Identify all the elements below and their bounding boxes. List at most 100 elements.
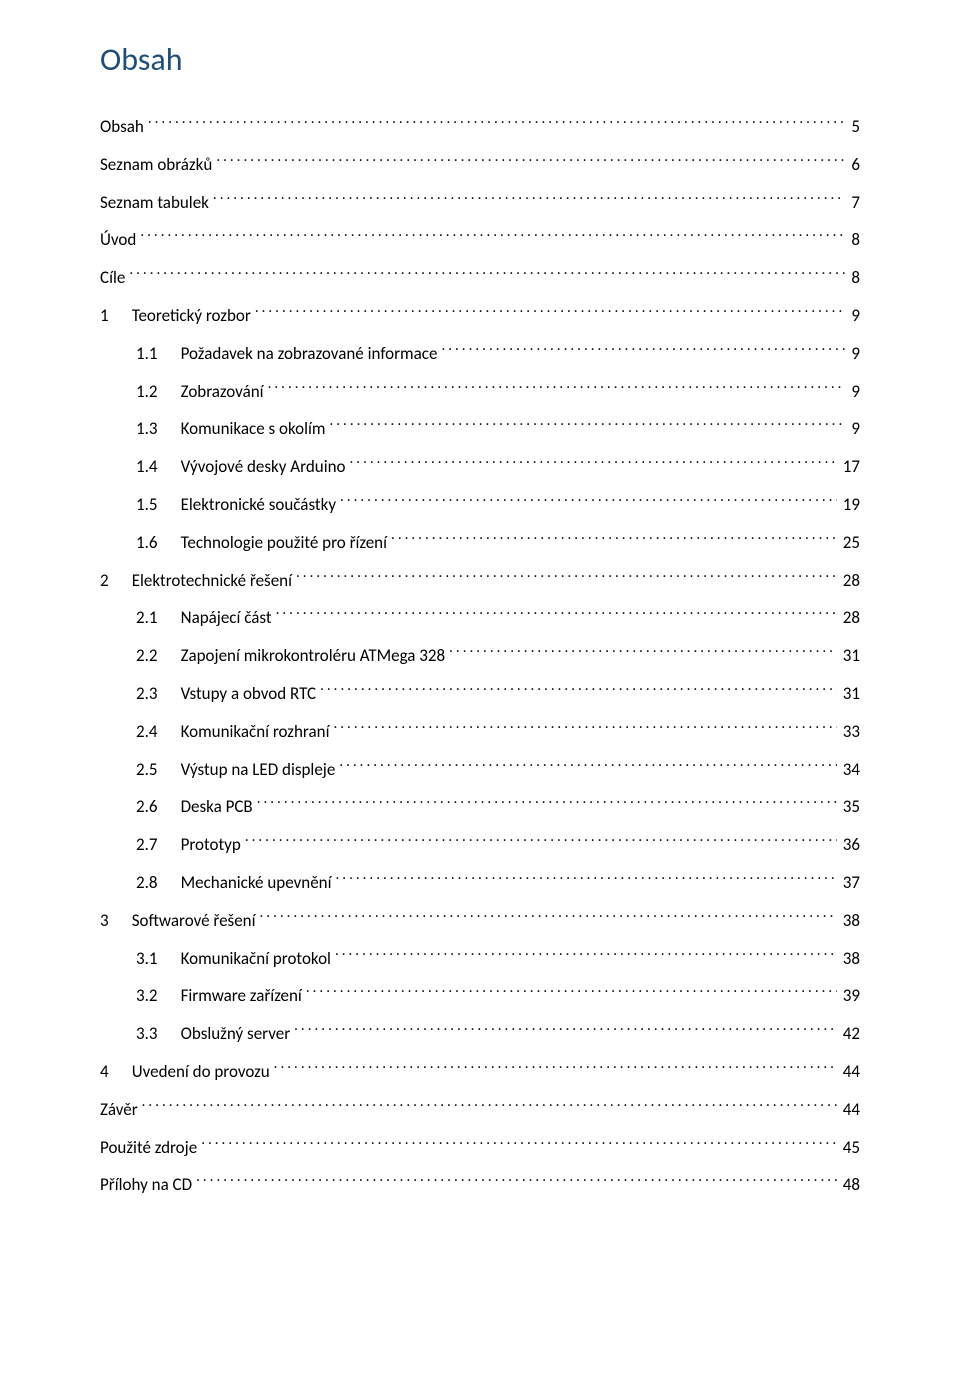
toc-label: Mechanické upevnění <box>181 871 332 895</box>
toc-page-number: 33 <box>841 720 860 744</box>
toc-row[interactable]: 4 Uvedení do provozu 44 <box>100 1060 860 1084</box>
toc-label: Obsah <box>100 115 144 139</box>
toc-leader <box>294 1022 837 1039</box>
toc-label: Deska PCB <box>181 795 253 819</box>
toc-leader <box>129 266 845 283</box>
toc-page-number: 9 <box>849 417 860 441</box>
toc-page-number: 6 <box>849 153 860 177</box>
toc-number: 2.7 <box>136 833 181 857</box>
toc-label: Firmware zařízení <box>181 984 302 1008</box>
toc-number: 2.8 <box>136 871 181 895</box>
toc-page-number: 35 <box>841 795 860 819</box>
toc-row[interactable]: 2.7 Prototyp 36 <box>100 833 860 857</box>
toc-row[interactable]: Použité zdroje 45 <box>100 1136 860 1160</box>
toc-row[interactable]: 1.1 Požadavek na zobrazované informace 9 <box>100 342 860 366</box>
toc-label: Vývojové desky Arduino <box>181 455 346 479</box>
toc-leader <box>142 1098 837 1115</box>
toc-number: 1 <box>100 304 132 328</box>
toc-number: 1.3 <box>136 417 181 441</box>
toc-row[interactable]: Seznam tabulek 7 <box>100 191 860 215</box>
page-title: Obsah <box>100 40 860 79</box>
toc-label: Závěr <box>100 1098 138 1122</box>
toc-leader <box>340 493 837 510</box>
toc-leader <box>296 569 837 586</box>
toc-leader <box>260 909 837 926</box>
toc-label: Elektrotechnické řešení <box>132 569 292 593</box>
toc-leader <box>449 644 837 661</box>
toc-row[interactable]: 3.3 Obslužný server 42 <box>100 1022 860 1046</box>
toc-page-number: 36 <box>841 833 860 857</box>
toc-leader <box>257 795 837 812</box>
toc-page-number: 28 <box>841 569 860 593</box>
toc-page-number: 7 <box>849 191 860 215</box>
toc-number: 2 <box>100 569 132 593</box>
toc-row[interactable]: Závěr 44 <box>100 1098 860 1122</box>
toc-row[interactable]: Seznam obrázků 6 <box>100 153 860 177</box>
toc-label: Napájecí část <box>181 606 272 630</box>
toc-row[interactable]: 1 Teoretický rozbor 9 <box>100 304 860 328</box>
toc-row[interactable]: Přílohy na CD 48 <box>100 1173 860 1197</box>
toc-row[interactable]: 2.1 Napájecí část 28 <box>100 606 860 630</box>
toc-label: Technologie použité pro řízení <box>181 531 387 555</box>
toc-row[interactable]: 1.3 Komunikace s okolím 9 <box>100 417 860 441</box>
toc-leader <box>336 871 837 888</box>
toc-row[interactable]: 3.1 Komunikační protokol 38 <box>100 947 860 971</box>
toc-row[interactable]: 1.5 Elektronické součástky 19 <box>100 493 860 517</box>
toc-page-number: 25 <box>841 531 860 555</box>
toc-page-number: 5 <box>849 115 860 139</box>
toc-leader <box>268 380 846 397</box>
table-of-contents: Obsah 5 Seznam obrázků 6 Seznam tabulek 7 Ú… <box>100 115 860 1197</box>
toc-label: Obslužný server <box>181 1022 291 1046</box>
toc-number: 1.1 <box>136 342 181 366</box>
toc-row[interactable]: Úvod 8 <box>100 228 860 252</box>
page: Obsah Obsah 5 Seznam obrázků 6 Seznam tabu… <box>0 0 960 1384</box>
toc-page-number: 19 <box>841 493 860 517</box>
toc-number: 2.4 <box>136 720 181 744</box>
toc-label: Teoretický rozbor <box>132 304 251 328</box>
toc-number: 2.6 <box>136 795 181 819</box>
toc-leader <box>335 947 837 964</box>
toc-row[interactable]: 2.4 Komunikační rozhraní 33 <box>100 720 860 744</box>
toc-label: Zapojení mikrokontroléru ATMega 328 <box>181 644 446 668</box>
toc-page-number: 39 <box>841 984 860 1008</box>
toc-label: Seznam tabulek <box>100 191 209 215</box>
toc-label: Uvedení do provozu <box>132 1060 270 1084</box>
toc-label: Výstup na LED displeje <box>181 758 336 782</box>
toc-page-number: 38 <box>841 909 860 933</box>
toc-label: Zobrazování <box>181 380 264 404</box>
toc-leader <box>320 682 837 699</box>
toc-label: Použité zdroje <box>100 1136 197 1160</box>
toc-leader <box>339 758 836 775</box>
toc-number: 2.2 <box>136 644 181 668</box>
toc-number: 1.4 <box>136 455 181 479</box>
toc-row[interactable]: Obsah 5 <box>100 115 860 139</box>
toc-row[interactable]: 2.5 Výstup na LED displeje 34 <box>100 758 860 782</box>
toc-row[interactable]: 2.6 Deska PCB 35 <box>100 795 860 819</box>
toc-number: 3 <box>100 909 132 933</box>
toc-label: Elektronické součástky <box>181 493 336 517</box>
toc-label: Softwarové řešení <box>132 909 256 933</box>
toc-page-number: 44 <box>841 1060 860 1084</box>
toc-page-number: 48 <box>841 1173 860 1197</box>
toc-row[interactable]: 1.4 Vývojové desky Arduino 17 <box>100 455 860 479</box>
toc-number: 1.6 <box>136 531 181 555</box>
toc-row[interactable]: 2 Elektrotechnické řešení 28 <box>100 569 860 593</box>
toc-row[interactable]: Cíle 8 <box>100 266 860 290</box>
toc-row[interactable]: 2.8 Mechanické upevnění 37 <box>100 871 860 895</box>
toc-row[interactable]: 2.2 Zapojení mikrokontroléru ATMega 328 … <box>100 644 860 668</box>
toc-page-number: 42 <box>841 1022 860 1046</box>
toc-row[interactable]: 1.2 Zobrazování 9 <box>100 380 860 404</box>
toc-number: 2.5 <box>136 758 181 782</box>
toc-leader <box>441 342 845 359</box>
toc-row[interactable]: 3.2 Firmware zařízení 39 <box>100 984 860 1008</box>
toc-leader <box>350 455 837 472</box>
toc-label: Komunikační protokol <box>181 947 331 971</box>
toc-row[interactable]: 2.3 Vstupy a obvod RTC 31 <box>100 682 860 706</box>
toc-row[interactable]: 1.6 Technologie použité pro řízení 25 <box>100 531 860 555</box>
toc-leader <box>391 531 837 548</box>
toc-leader <box>140 228 845 245</box>
toc-leader <box>274 1060 837 1077</box>
toc-number: 4 <box>100 1060 132 1084</box>
toc-row[interactable]: 3 Softwarové řešení 38 <box>100 909 860 933</box>
toc-page-number: 9 <box>849 342 860 366</box>
